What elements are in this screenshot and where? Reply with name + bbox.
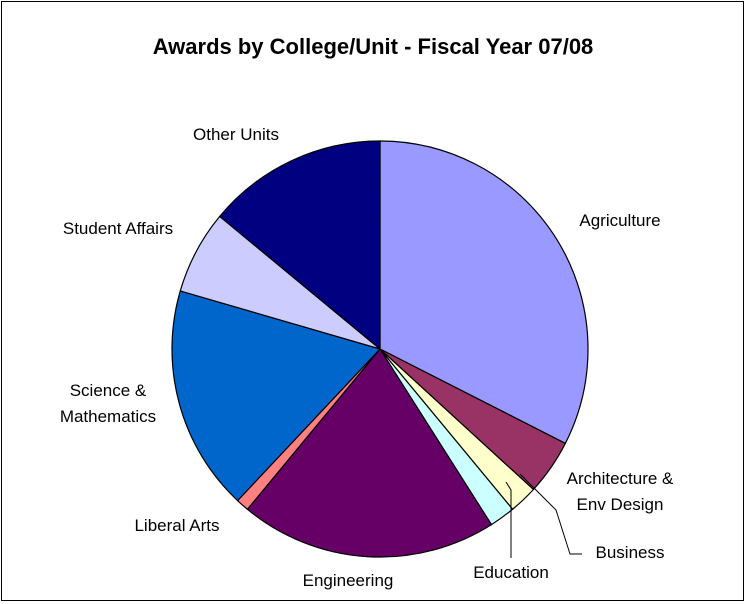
leader-line-education [505,481,512,558]
slice-label-line: Mathematics [60,407,156,426]
slice-label-line: Architecture & [567,469,674,488]
pie-slice-other-units [219,140,381,350]
slice-label-line: Science & [70,381,147,400]
slice-label-agriculture: Agriculture [579,211,660,230]
slice-label-science-mathematics: Science & Mathematics [60,381,156,426]
slice-label-student-affairs: Student Affairs [63,219,173,238]
pie-slices [171,140,589,558]
slice-label-line: Agriculture [579,211,660,230]
slice-label-business: Business [596,543,665,562]
slice-label-line: Student Affairs [63,219,173,238]
slice-labels: Agriculture Architecture & Env Design Busin… [60,125,674,590]
slice-label-architecture-env-design: Architecture & Env Design [567,469,674,514]
slice-label-other-units: Other Units [193,125,279,144]
slice-label-education: Education [473,563,549,582]
slice-label-line: Liberal Arts [134,516,219,535]
pie-slice-agriculture [379,140,589,445]
slice-label-line: Business [596,543,665,562]
pie-slice-science-mathematics [171,290,381,502]
chart-title: Awards by College/Unit - Fiscal Year 07/… [153,34,594,59]
slice-label-engineering: Engineering [303,571,394,590]
slice-label-line: Env Design [577,495,664,514]
slice-label-liberal-arts: Liberal Arts [134,516,219,535]
leader-line-business [519,473,582,555]
slice-label-line: Engineering [303,571,394,590]
pie-slice-engineering [246,348,493,558]
slice-label-line: Education [473,563,549,582]
slice-label-line: Other Units [193,125,279,144]
leader-lines [505,473,582,558]
